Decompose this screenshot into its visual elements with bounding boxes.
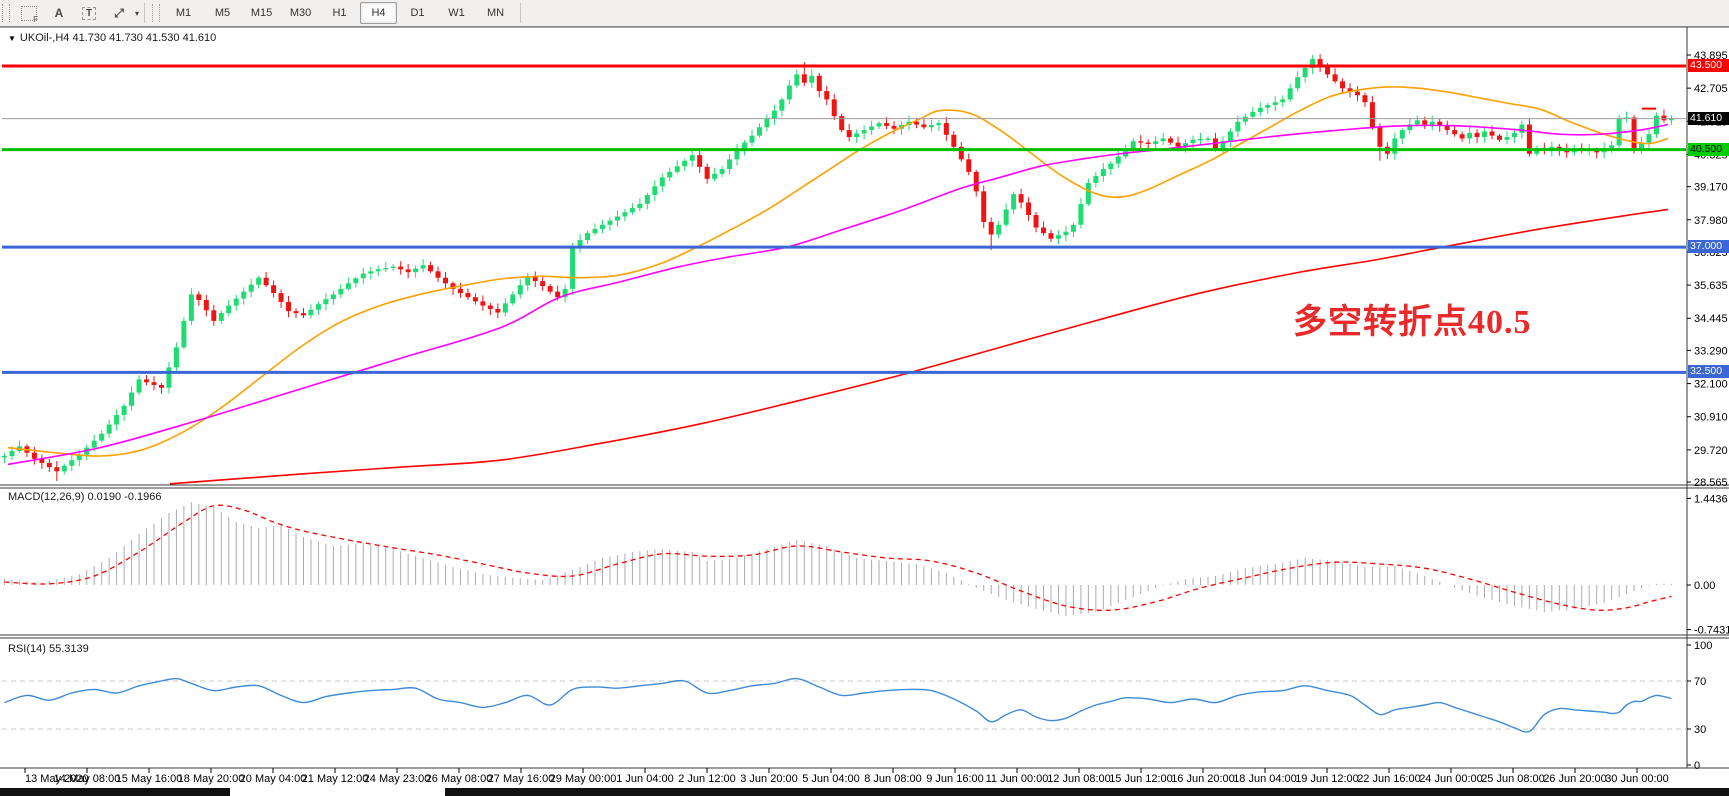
- svg-text:29.720: 29.720: [1694, 445, 1728, 457]
- timeframe-button-w1[interactable]: W1: [448, 7, 465, 19]
- pane-borders: [0, 26, 1729, 769]
- pivot-line-badge: 40.500: [1688, 142, 1729, 156]
- rsi-line: [4, 677, 1672, 733]
- macd-signal-line: [4, 504, 1672, 612]
- rsi-axis: 100 70 30 0: [1687, 640, 1712, 772]
- toolbar: F A T ⤢ ▾ M1 M5 M15 M30 H1 H4 D1 W1 MN: [0, 0, 1729, 27]
- svg-text:13 May 2020: 13 May 2020: [25, 773, 89, 785]
- svg-text:30.910: 30.910: [1694, 412, 1728, 424]
- timeframe-button-d1[interactable]: D1: [410, 7, 425, 19]
- macd-indicator-label: MACD(12,26,9) 0.0190 -0.1966: [8, 491, 162, 503]
- arrows-tool[interactable]: ⤢: [114, 5, 124, 20]
- svg-text:33.290: 33.290: [1694, 345, 1728, 357]
- svg-text:20 May 04:00: 20 May 04:00: [240, 773, 307, 785]
- svg-text:29 May 00:00: 29 May 00:00: [550, 773, 617, 785]
- timeframe-button-mn[interactable]: MN: [486, 7, 505, 19]
- svg-text:39.170: 39.170: [1694, 182, 1728, 194]
- current-price-badge: 41.610: [1688, 111, 1729, 125]
- timeframe-button-h4[interactable]: H4: [360, 2, 398, 24]
- svg-text:30: 30: [1694, 724, 1706, 736]
- timeframe-button-h1[interactable]: H1: [332, 7, 347, 19]
- macd-histogram: [4, 502, 1672, 617]
- macd-axis: 1.4436 0.00 -0.7431: [1687, 493, 1729, 637]
- svg-text:28.565: 28.565: [1694, 477, 1728, 489]
- svg-text:26 May 08:00: 26 May 08:00: [426, 773, 493, 785]
- svg-text:8 Jun 08:00: 8 Jun 08:00: [864, 773, 922, 785]
- drawing-tools-group: F A T ⤢ ▾: [14, 3, 139, 24]
- svg-text:-0.7431: -0.7431: [1694, 625, 1729, 637]
- timeframe-button-m5[interactable]: M5: [214, 7, 231, 19]
- toolbar-separator-2: [520, 3, 522, 23]
- svg-text:9 Jun 16:00: 9 Jun 16:00: [926, 773, 984, 785]
- svg-text:18 May 20:00: 18 May 20:00: [178, 773, 245, 785]
- svg-text:0.00: 0.00: [1694, 580, 1715, 592]
- chart-annotation-text: 多空转折点40.5: [1293, 304, 1532, 341]
- candlestick-series: [2, 54, 1674, 482]
- svg-text:14 May 08:00: 14 May 08:00: [54, 773, 121, 785]
- svg-text:3 Jun 20:00: 3 Jun 20:00: [740, 773, 798, 785]
- svg-text:70: 70: [1694, 676, 1706, 688]
- label-tool[interactable]: A: [54, 6, 64, 20]
- svg-text:12 Jun 08:00: 12 Jun 08:00: [1047, 773, 1111, 785]
- rsi-indicator-label: RSI(14) 55.3139: [8, 643, 89, 655]
- toolbar-drag-handle-2[interactable]: [152, 4, 161, 22]
- arrows-dropdown[interactable]: ▾: [135, 8, 140, 18]
- svg-text:11 Jun 00:00: 11 Jun 00:00: [986, 773, 1049, 785]
- svg-text:2 Jun 12:00: 2 Jun 12:00: [678, 773, 736, 785]
- timeframe-button-m1[interactable]: M1: [175, 7, 192, 19]
- svg-text:27 May 16:00: 27 May 16:00: [488, 773, 555, 785]
- svg-text:34.445: 34.445: [1694, 313, 1728, 325]
- svg-text:30 Jun 00:00: 30 Jun 00:00: [1605, 773, 1669, 785]
- window-bottom-edge: [0, 788, 1729, 796]
- toolbar-separator: [144, 3, 146, 23]
- rsi-levels: [2, 680, 1686, 730]
- svg-text:42.705: 42.705: [1694, 83, 1728, 95]
- svg-text:19 Jun 12:00: 19 Jun 12:00: [1295, 773, 1359, 785]
- svg-text:37.980: 37.980: [1694, 215, 1728, 227]
- ma-fast-line: [7, 86, 1669, 457]
- svg-text:22 Jun 16:00: 22 Jun 16:00: [1357, 773, 1421, 785]
- svg-text:26 Jun 20:00: 26 Jun 20:00: [1543, 773, 1607, 785]
- support-line-badge-1: 37.000: [1688, 240, 1729, 254]
- timeframe-group: M1 M5 M15 M30 H1 H4 D1 W1 MN: [164, 2, 515, 24]
- svg-text:18 Jun 04:00: 18 Jun 04:00: [1233, 773, 1297, 785]
- svg-text:24 Jun 00:00: 24 Jun 00:00: [1419, 773, 1483, 785]
- svg-text:21 May 12:00: 21 May 12:00: [302, 773, 369, 785]
- svg-text:32.100: 32.100: [1694, 379, 1728, 391]
- svg-text:100: 100: [1694, 640, 1712, 652]
- svg-text:1 Jun 04:00: 1 Jun 04:00: [616, 773, 674, 785]
- svg-text:25 Jun 08:00: 25 Jun 08:00: [1481, 773, 1545, 785]
- symbol-ohlc-label: ▼ UKOil-,H4 41.730 41.730 41.530 41.610: [8, 32, 217, 44]
- support-line-badge-2: 32.500: [1688, 365, 1729, 379]
- svg-text:1.4436: 1.4436: [1694, 493, 1728, 505]
- ma-mid-line: [7, 123, 1669, 466]
- timeframe-button-m30[interactable]: M30: [289, 7, 312, 19]
- resistance-line-badge: 43.500: [1688, 59, 1729, 72]
- text-tool[interactable]: T: [77, 3, 101, 24]
- svg-text:35.635: 35.635: [1694, 280, 1728, 292]
- svg-text:15 May 16:00: 15 May 16:00: [116, 773, 183, 785]
- fibonacci-tool[interactable]: F: [17, 3, 41, 24]
- svg-text:16 Jun 20:00: 16 Jun 20:00: [1171, 773, 1235, 785]
- collapse-triangle-icon[interactable]: ▼: [8, 34, 16, 43]
- svg-text:0: 0: [1694, 760, 1700, 772]
- svg-text:5 Jun 04:00: 5 Jun 04:00: [802, 773, 860, 785]
- horizontal-lines: [2, 64, 1686, 374]
- timeframe-button-m15[interactable]: M15: [250, 7, 273, 19]
- toolbar-drag-handle[interactable]: [2, 4, 10, 22]
- svg-text:15 Jun 12:00: 15 Jun 12:00: [1109, 773, 1173, 785]
- svg-text:24 May 23:00: 24 May 23:00: [364, 773, 431, 785]
- ma-slow-line: [169, 208, 1669, 485]
